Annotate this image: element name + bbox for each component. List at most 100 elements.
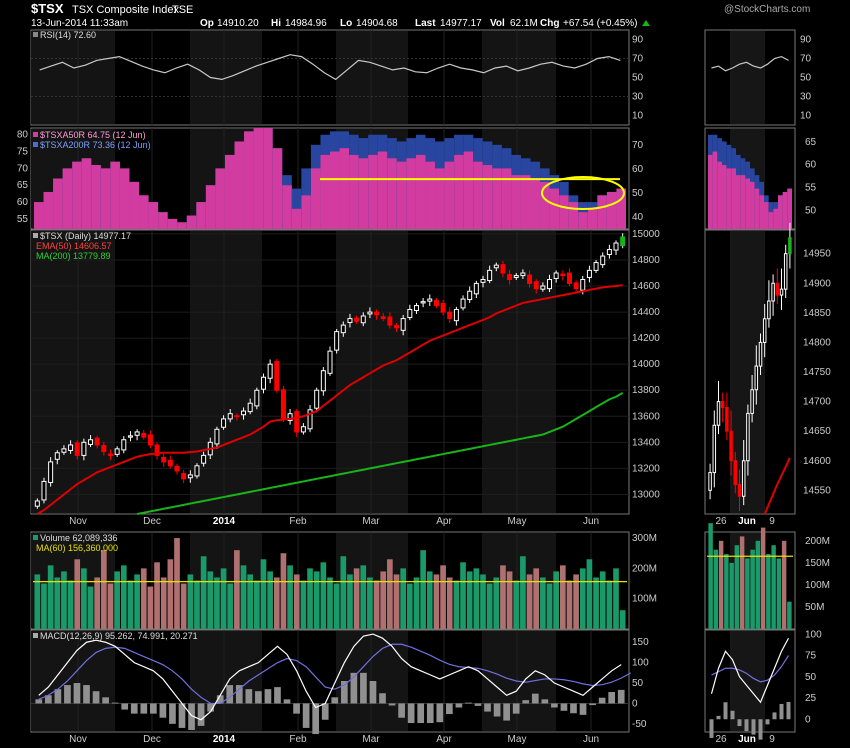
price-candle: [394, 325, 400, 329]
y-tick-label: 70: [632, 140, 644, 151]
price-candle: [327, 350, 333, 374]
a50r-bar: [444, 161, 455, 229]
volume-bar: [360, 565, 367, 629]
volume-bar: [413, 577, 420, 629]
y-tick-label: 14750: [803, 367, 831, 378]
a50r-bar: [282, 185, 292, 229]
y-tick-label: 60: [632, 164, 644, 175]
price-candle: [480, 279, 486, 283]
a50r-bar: [72, 161, 82, 229]
inset-a50r-bar: [712, 151, 718, 229]
volume-bar: [34, 574, 41, 629]
x-tick-label: May: [508, 516, 527, 527]
price-candle: [307, 409, 313, 430]
macd-histogram-bar: [340, 681, 348, 704]
macd-histogram-bar: [474, 703, 482, 706]
y-tick-label: 13800: [632, 385, 660, 396]
macd-histogram-bar: [493, 703, 501, 717]
a50r-bar: [616, 188, 626, 229]
macd-histogram-bar: [44, 695, 52, 704]
macd-histogram-bar: [92, 691, 100, 704]
inset-a50r-bar: [745, 178, 750, 229]
shade-band: [190, 231, 262, 513]
inset-volume-bar: [729, 562, 734, 629]
volume-bar: [134, 574, 140, 629]
macd-histogram-bar: [484, 703, 491, 712]
shade-band: [482, 231, 556, 513]
macd-histogram-bar: [197, 703, 205, 726]
y-tick-label: 14900: [803, 278, 831, 289]
macd-histogram-bar: [531, 693, 539, 704]
header-last-value: 14977.17: [440, 18, 482, 29]
macd-line: [38, 633, 622, 721]
inset-volume-bar: [739, 536, 745, 629]
price-candle: [513, 275, 519, 278]
inset-y-tick-label: 100M: [805, 580, 830, 591]
inset-volume-bar: [734, 545, 740, 629]
a50r-bar: [492, 168, 502, 229]
inset-macd-histogram-bar: [716, 715, 721, 720]
header-high-label: Hi: [271, 18, 281, 29]
price-candle: [573, 282, 579, 290]
volume-bar: [247, 574, 254, 629]
price-candle: [606, 249, 612, 255]
volume-bar: [313, 571, 320, 629]
inset-candle: [733, 460, 738, 485]
price-candle: [267, 363, 273, 379]
volume-bar: [167, 559, 174, 629]
inset-volume-bar: [708, 523, 713, 629]
inset-candle: [737, 483, 742, 497]
ema50-line: [36, 284, 623, 515]
volume-bar: [506, 571, 513, 629]
inset-macd-line: [710, 637, 790, 704]
macd-histogram-bar: [150, 703, 157, 714]
x-tick-label: Dec: [143, 734, 161, 745]
volume-bar: [393, 574, 400, 629]
inset-macd-histogram-bar: [765, 719, 770, 725]
inset-candle: [716, 401, 721, 426]
a50r-bar: [358, 158, 369, 229]
macd-histogram-bar: [245, 689, 253, 704]
x-tick-label: Nov: [69, 734, 87, 745]
inset-shade: [730, 31, 765, 124]
inset-candle: [754, 365, 759, 391]
header-name: TSX Composite Index: [72, 4, 179, 16]
y-tick-label: 70: [800, 54, 812, 65]
price-candle: [354, 317, 360, 322]
price-candle: [460, 298, 466, 309]
a50r-bar: [349, 154, 359, 229]
a50r-bar: [454, 154, 464, 229]
volume-bar: [140, 568, 147, 629]
inset-x-tick-label: 26: [715, 734, 727, 745]
a50r-bar: [396, 161, 407, 229]
a50r-bar: [196, 202, 206, 229]
volume-bar: [327, 577, 333, 629]
inset-volume-bar: [755, 540, 761, 629]
a50r-bar: [368, 154, 378, 229]
a50r-bar: [224, 154, 235, 229]
a50r-bar: [425, 161, 436, 229]
inset-volume-bar: [745, 558, 750, 629]
y-tick-label: 55: [17, 214, 29, 225]
x-tick-label: Mar: [362, 734, 380, 745]
volume-bar: [480, 574, 486, 629]
price-candle: [294, 411, 300, 433]
price-candle: [221, 418, 227, 428]
x-tick-label: Feb: [289, 734, 307, 745]
header-open-label: Op: [200, 18, 214, 29]
x-tick-label: Apr: [436, 734, 452, 745]
x-tick-label: Dec: [143, 516, 161, 527]
volume-bar: [353, 568, 360, 629]
a50r-bar: [53, 178, 63, 229]
y-tick-label: 50: [632, 678, 644, 689]
volume-bar: [273, 577, 280, 629]
price-candle: [94, 437, 100, 446]
price-candle: [88, 439, 94, 445]
chart-header: $TSX TSX Composite Index TSE 13-Jun-2014…: [31, 1, 810, 29]
volume-bar: [347, 574, 353, 629]
macd-histogram-bar: [207, 703, 214, 712]
legend-swatch: [33, 535, 38, 540]
a50r-bar: [234, 141, 245, 229]
price-candle: [420, 301, 426, 304]
